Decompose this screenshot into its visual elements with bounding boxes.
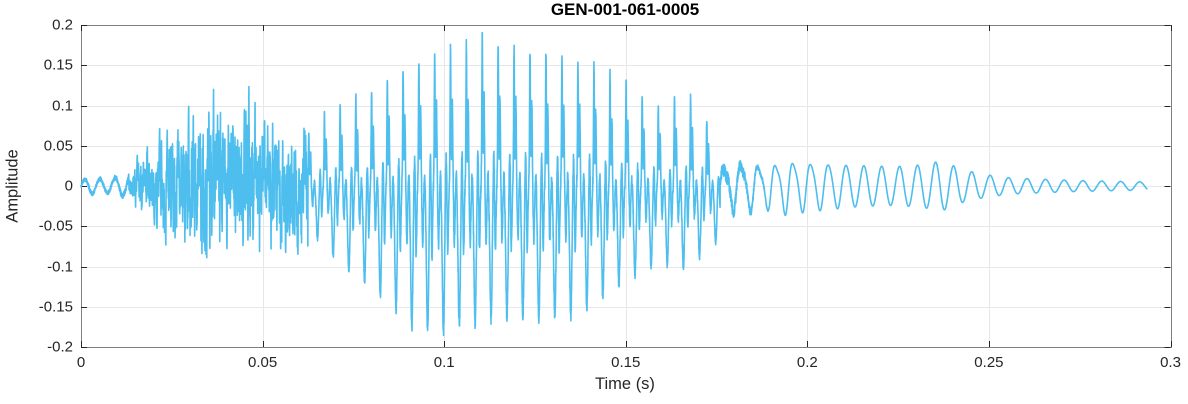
x-tick-label: 0.15 [611, 354, 641, 371]
x-tick-label: 0.05 [247, 354, 278, 371]
y-tick-label: -0.2 [47, 338, 73, 356]
y-tick-label: -0.05 [38, 217, 73, 235]
chart-title: GEN-001-061-0005 [550, 0, 700, 19]
x-axis-label: Time (s) [595, 375, 655, 393]
y-tick-label: 0 [64, 177, 73, 195]
x-tick-label: 0.25 [974, 354, 1004, 371]
x-tick-label: 0.1 [433, 354, 455, 371]
x-tick-label: 0.3 [1160, 354, 1181, 371]
y-tick-label: 0.05 [43, 137, 73, 155]
y-tick-label: -0.1 [47, 258, 73, 275]
y-tick-label: 0.1 [52, 97, 73, 114]
y-tick-label: -0.15 [38, 298, 73, 316]
y-tick-label: 0.2 [52, 16, 73, 34]
x-tick-label: 0.2 [796, 354, 818, 371]
x-tick-label: 0 [76, 354, 86, 371]
y-tick-label: 0.15 [43, 56, 73, 74]
y-axis-label: Amplitude [3, 149, 22, 223]
